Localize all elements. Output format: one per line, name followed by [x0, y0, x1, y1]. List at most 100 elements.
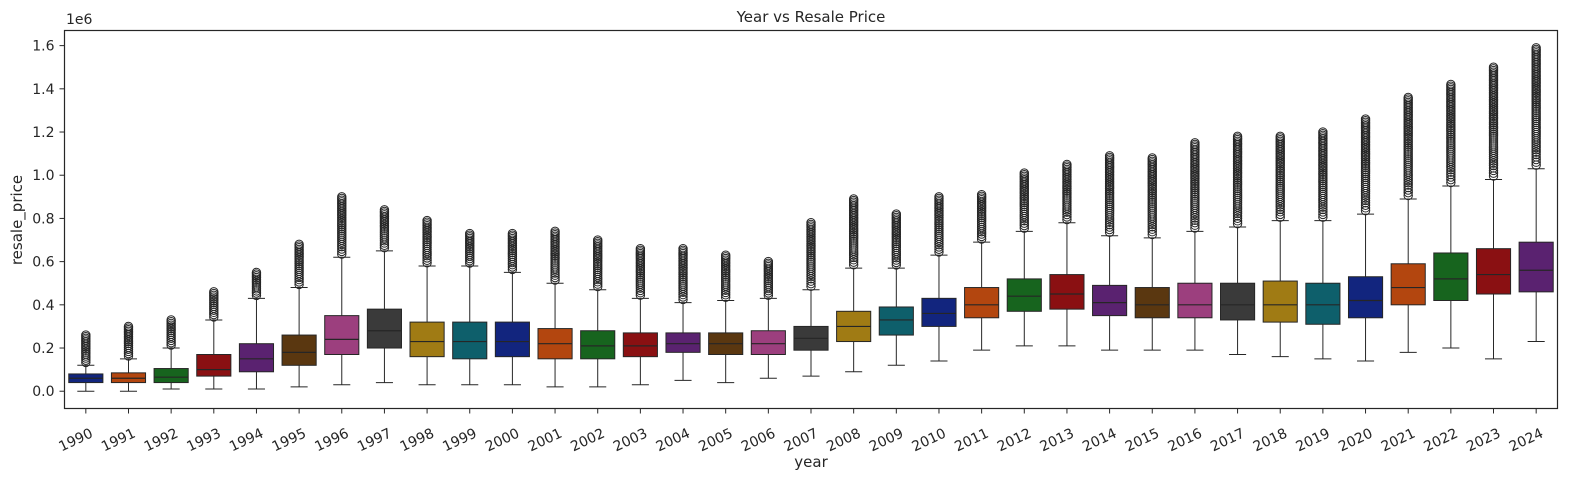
iqr-box: [452, 321, 488, 360]
outlier-point: [806, 218, 816, 228]
x-tick-label: 2005: [696, 426, 735, 456]
outlier-point: [848, 194, 859, 204]
outlier-point: [806, 281, 816, 292]
outlier-point: [1232, 131, 1243, 142]
outlier-point: [1104, 151, 1115, 161]
x-tick-label: 2008: [824, 426, 863, 456]
outlier-point: [1403, 182, 1413, 193]
outlier-point: [934, 192, 944, 202]
iqr-box: [1475, 248, 1512, 295]
outlier-point: [1488, 160, 1499, 171]
box-group: [1134, 153, 1170, 351]
y-tick-label: 0.0: [32, 384, 54, 400]
outlier-point: [1019, 168, 1029, 178]
outlier-point: [251, 267, 262, 278]
iqr-box: [622, 332, 658, 358]
y-offset-label: 1e6: [66, 12, 93, 28]
y-tick-label: 1.0: [32, 168, 54, 184]
outlier-point: [593, 281, 603, 292]
outlier-point: [1360, 205, 1371, 216]
box-group: [68, 330, 104, 392]
outlier-point: [1232, 218, 1243, 229]
y-tick-label: 0.8: [32, 211, 54, 227]
outlier-point: [1318, 204, 1328, 215]
box-group: [1347, 114, 1384, 362]
outlier-point: [337, 246, 347, 257]
box-group: [1390, 92, 1426, 353]
x-tick-label: 2013: [1038, 426, 1077, 456]
outlier-point: [1488, 62, 1499, 72]
outlier-point: [294, 279, 304, 290]
outlier-point: [1318, 207, 1328, 217]
outlier-point: [1275, 207, 1285, 217]
box-group: [1262, 131, 1298, 358]
box-group: [964, 189, 1000, 351]
box-group: [238, 267, 275, 390]
outlier-point: [891, 209, 902, 219]
outlier-point: [507, 228, 518, 239]
outlier-point: [720, 292, 731, 303]
outlier-point: [678, 243, 688, 254]
iqr-box: [1518, 241, 1554, 293]
x-tick-label: 1990: [56, 426, 95, 456]
x-tick-label: 1996: [312, 426, 351, 456]
outlier-point: [422, 258, 432, 268]
x-axis-ticks: 1990 1991 1992 1993 1994 1995 1996 1997 1998 1999…: [56, 408, 1546, 456]
outlier-point: [1531, 152, 1541, 162]
outlier-point: [1275, 212, 1285, 222]
x-tick-label: 2004: [654, 426, 693, 456]
x-tick-label: 2003: [611, 426, 650, 456]
outlier-point: [1360, 203, 1371, 213]
outlier-point: [1531, 43, 1541, 53]
outlier-point: [166, 315, 176, 325]
outlier-point: [1147, 153, 1157, 163]
box-group: [793, 218, 829, 377]
outlier-point: [1190, 215, 1200, 225]
outlier-point: [1232, 213, 1243, 224]
x-tick-label: 1998: [398, 426, 437, 456]
outlier-point: [1488, 168, 1499, 178]
iqr-box: [1134, 287, 1170, 319]
iqr-box: [324, 315, 360, 355]
x-tick-label: 2023: [1464, 426, 1503, 456]
iqr-box: [1092, 284, 1128, 317]
outlier-point: [1147, 224, 1157, 234]
outlier-point: [294, 239, 304, 250]
box-group: [153, 315, 189, 390]
outlier-point: [1318, 212, 1328, 222]
iqr-box: [1177, 282, 1213, 319]
box-group: [580, 235, 616, 388]
box-group: [366, 205, 402, 384]
x-tick-label: 2011: [952, 426, 991, 456]
outlier-point: [465, 228, 475, 239]
outlier-point: [1190, 220, 1200, 230]
box-group: [1006, 168, 1042, 347]
outlier-point: [635, 290, 646, 300]
outlier-point: [337, 249, 347, 259]
x-tick-label: 2012: [995, 426, 1034, 456]
box-plot-area: [68, 43, 1554, 392]
x-tick-label: 1999: [440, 426, 479, 456]
x-tick-label: 1995: [270, 426, 309, 456]
iqr-box: [366, 308, 402, 349]
x-tick-label: 2002: [568, 426, 607, 456]
x-tick-label: 2021: [1379, 426, 1418, 456]
plot-frame: [63, 29, 1559, 410]
box-group: [921, 192, 957, 362]
outlier-point: [848, 257, 859, 267]
outlier-point: [507, 264, 518, 275]
outlier-point: [550, 275, 560, 285]
box-group: [1092, 151, 1128, 351]
iqr-box: [1347, 276, 1384, 319]
x-tick-label: 1992: [142, 426, 181, 456]
iqr-box: [1390, 263, 1426, 306]
x-tick-label: 2019: [1294, 426, 1333, 456]
x-tick-label: 2010: [910, 426, 949, 456]
outlier-point: [1446, 174, 1456, 185]
outlier-point: [1232, 216, 1243, 226]
outlier-point: [976, 189, 987, 200]
box-group: [281, 239, 317, 388]
y-tick-label: 1.2: [32, 125, 54, 141]
x-axis-label: year: [794, 453, 828, 471]
